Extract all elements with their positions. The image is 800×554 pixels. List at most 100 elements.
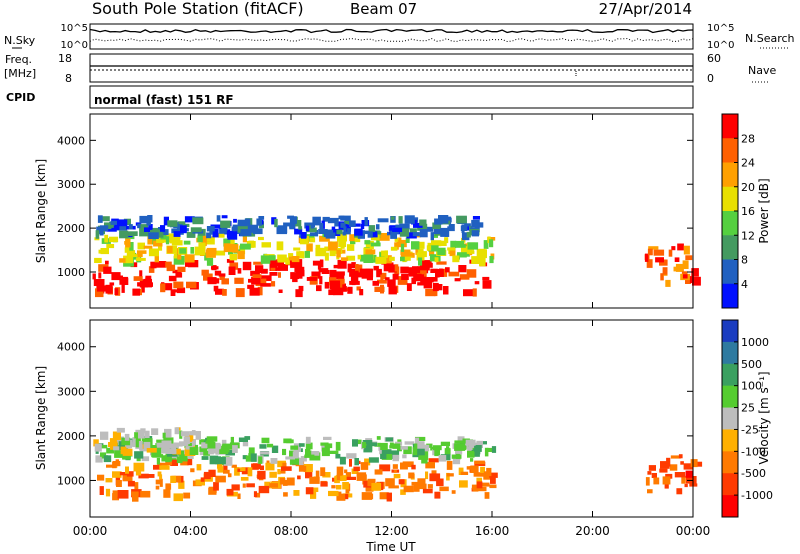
echo-cell-2 bbox=[325, 232, 336, 239]
echo-cell-2 bbox=[390, 230, 397, 239]
echo-cell-0 bbox=[402, 461, 414, 468]
echo-cell-0 bbox=[430, 268, 438, 273]
echo-cell-2 bbox=[447, 226, 452, 231]
echo-cell-0 bbox=[298, 465, 307, 472]
echo-cell-0 bbox=[476, 481, 483, 489]
echo-cell-0 bbox=[222, 289, 227, 296]
time-x-axis: 00:00 04:00 08:00 12:00 16:00 20:00 00:00 bbox=[73, 114, 710, 538]
echo-cell-1 bbox=[223, 238, 234, 247]
echo-cell-0 bbox=[425, 262, 432, 267]
echo-cell-0 bbox=[338, 471, 343, 476]
echo-cell-2 bbox=[144, 430, 150, 438]
echo-cell-0 bbox=[260, 275, 272, 281]
echo-cell-0 bbox=[398, 479, 405, 485]
echo-cell-0 bbox=[264, 481, 271, 489]
echo-cell-0 bbox=[356, 286, 361, 291]
echo-cell-3 bbox=[646, 259, 653, 268]
echo-cell-0 bbox=[422, 488, 433, 494]
echo-cell-0 bbox=[95, 288, 104, 298]
echo-cell-1 bbox=[292, 451, 299, 459]
echo-cell-3 bbox=[648, 246, 659, 250]
echo-cell-1 bbox=[137, 250, 147, 254]
echo-cell-3 bbox=[690, 459, 698, 468]
echo-cell-2 bbox=[472, 216, 480, 220]
echo-cell-2 bbox=[179, 430, 183, 439]
echo-cell-1 bbox=[106, 244, 115, 249]
echo-cell-0 bbox=[105, 478, 113, 483]
echo-cell-2 bbox=[444, 228, 449, 237]
echo-cell-2 bbox=[186, 232, 196, 238]
echo-cell-1 bbox=[452, 455, 461, 465]
echo-cell-1 bbox=[415, 436, 426, 441]
echo-cell-0 bbox=[269, 262, 277, 271]
echo-cell-0 bbox=[320, 481, 328, 487]
echo-cell-0 bbox=[92, 273, 96, 280]
echo-cell-0 bbox=[436, 274, 440, 278]
echo-cell-3 bbox=[689, 276, 694, 284]
echo-cell-0 bbox=[269, 471, 277, 478]
echo-cell-0 bbox=[487, 472, 498, 478]
echo-cell-1 bbox=[206, 257, 214, 266]
echo-cell-1 bbox=[167, 246, 173, 254]
echo-cell-0 bbox=[196, 464, 202, 471]
echo-cell-1 bbox=[258, 456, 263, 464]
colorbar-frame bbox=[721, 319, 739, 518]
colorbar-segment bbox=[722, 407, 738, 430]
echo-cell-0 bbox=[374, 469, 383, 475]
echo-cell-1 bbox=[118, 441, 128, 450]
echo-cell-0 bbox=[458, 265, 467, 273]
echo-cell-1 bbox=[415, 247, 419, 255]
echo-cell-0 bbox=[361, 270, 368, 279]
echo-cell-2 bbox=[111, 218, 119, 223]
echo-cell-1 bbox=[232, 244, 239, 253]
echo-cell-2 bbox=[112, 431, 121, 441]
echo-cell-0 bbox=[406, 283, 412, 291]
echo-cell-0 bbox=[237, 493, 241, 499]
echo-cell-1 bbox=[376, 436, 381, 440]
echo-cell-2 bbox=[167, 220, 178, 227]
echo-cell-0 bbox=[97, 474, 105, 481]
echo-cell-2 bbox=[211, 442, 221, 450]
echo-cell-2 bbox=[399, 223, 410, 230]
echo-cell-0 bbox=[364, 493, 374, 500]
echo-cell-2 bbox=[139, 215, 150, 224]
echo-cell-2 bbox=[305, 225, 310, 232]
echo-cell-1 bbox=[289, 450, 296, 459]
echo-cell-1 bbox=[430, 446, 435, 451]
echo-cell-2 bbox=[342, 231, 346, 236]
echo-cell-0 bbox=[427, 484, 433, 489]
echo-cell-0 bbox=[112, 490, 118, 497]
echo-cell-0 bbox=[140, 490, 151, 498]
colorbar-tick-label: 8 bbox=[741, 254, 748, 267]
echo-cell-0 bbox=[329, 280, 341, 290]
echo-cell-1 bbox=[321, 447, 330, 457]
echo-cell-3 bbox=[680, 461, 684, 465]
echo-cell-2 bbox=[195, 431, 201, 440]
colorbar-tick-label: -25 bbox=[741, 423, 759, 436]
echo-cell-2 bbox=[151, 428, 159, 435]
echo-cell-3 bbox=[678, 454, 683, 459]
echo-cell-0 bbox=[231, 484, 240, 491]
echo-cell-1 bbox=[100, 248, 109, 255]
echo-cell-0 bbox=[411, 481, 420, 486]
freq-panel: Freq. [MHz] 18 8 60 0 Nave bbox=[4, 52, 776, 85]
echo-cell-0 bbox=[253, 491, 257, 498]
echo-cell-2 bbox=[221, 215, 228, 219]
colorbar-tick-label: 28 bbox=[741, 132, 755, 145]
echo-cell-3 bbox=[677, 243, 684, 251]
echo-cell-1 bbox=[259, 451, 270, 455]
y-tick-label: 1000 bbox=[57, 474, 85, 487]
echo-cell-2 bbox=[390, 216, 395, 220]
echo-cell-1 bbox=[100, 452, 107, 457]
echo-cell-1 bbox=[432, 445, 442, 451]
echo-cell-1 bbox=[465, 439, 476, 446]
echo-cell-0 bbox=[269, 483, 278, 488]
echo-cell-1 bbox=[154, 448, 162, 457]
echo-cell-1 bbox=[339, 456, 346, 465]
echo-cell-2 bbox=[164, 428, 172, 438]
echo-cell-1 bbox=[259, 444, 267, 449]
echo-cell-0 bbox=[155, 479, 162, 485]
echo-cell-2 bbox=[464, 223, 471, 227]
echo-cell-0 bbox=[322, 472, 331, 478]
echo-cell-1 bbox=[237, 250, 245, 260]
